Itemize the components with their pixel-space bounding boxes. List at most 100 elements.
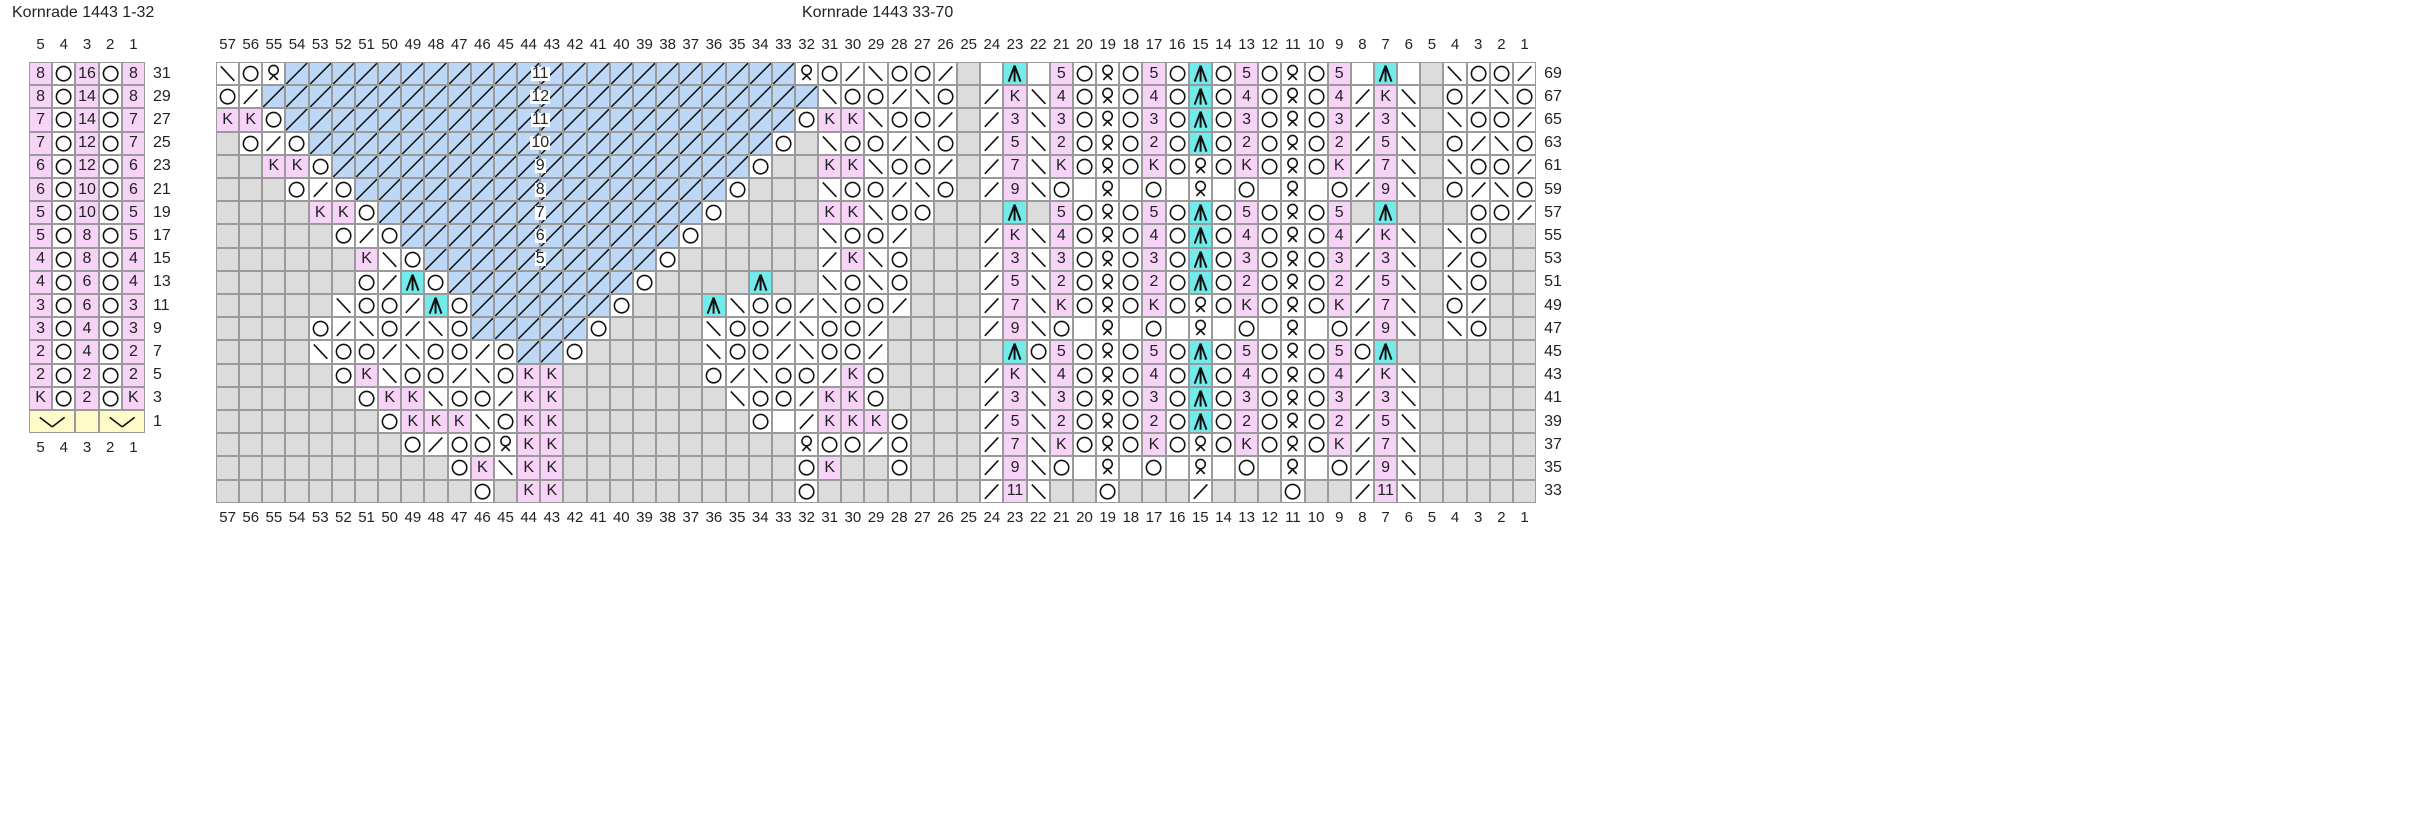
yarn-over-cell <box>725 340 749 364</box>
no-stitch-cell <box>702 479 726 503</box>
yarn-over-cell <box>1258 340 1282 364</box>
right-slant-cell <box>679 178 703 202</box>
right-slant-cell <box>517 294 541 318</box>
right-slant-cell <box>308 85 332 109</box>
no-stitch-cell <box>771 224 795 248</box>
no-stitch-cell <box>771 178 795 202</box>
cell-value: 2 <box>1242 134 1252 152</box>
column-label-top: 24 <box>983 36 1001 53</box>
left-decrease-cell <box>378 363 402 387</box>
twisted-stitch-cell <box>1281 410 1305 434</box>
numbered-stitch-cell: K <box>517 363 541 387</box>
right-slant-cell <box>308 108 332 132</box>
no-stitch-cell <box>563 386 587 410</box>
right-slant-cell <box>493 247 518 271</box>
yarn-over-cell <box>725 178 749 202</box>
yarn-over-cell <box>1211 294 1236 318</box>
column-label-top: 52 <box>335 36 352 53</box>
yarn-over-cell <box>1165 201 1189 225</box>
numbered-stitch-cell: 4 <box>1235 363 1259 387</box>
right-slant-cell <box>563 85 587 109</box>
right-slant-cell <box>609 201 633 225</box>
numbered-stitch-cell: 8 <box>121 85 145 109</box>
left-decrease-cell <box>1397 456 1421 480</box>
right-slant-cell <box>609 131 633 155</box>
cell-value: 2 <box>1334 412 1344 430</box>
left-decrease-cell <box>1489 131 1513 155</box>
cell-value: 5 <box>1334 64 1344 82</box>
cell-value: 12 <box>78 157 96 175</box>
right-slant-cell <box>493 62 518 86</box>
left-decrease-cell <box>1397 131 1421 155</box>
right-slant-cell <box>748 131 772 155</box>
numbered-stitch-cell: K <box>1235 433 1259 457</box>
left-decrease-cell <box>795 340 819 364</box>
cell-value: 5 <box>128 226 138 244</box>
no-stitch-cell <box>285 270 309 294</box>
twisted-stitch-cell <box>795 62 819 86</box>
twisted-stitch-cell <box>1281 178 1305 202</box>
no-stitch-cell <box>609 386 633 410</box>
twisted-stitch-cell <box>1281 363 1305 387</box>
yarn-over-cell <box>1489 201 1513 225</box>
no-stitch-cell <box>285 386 309 410</box>
right-decrease-cell <box>1466 178 1490 202</box>
right-slant-cell <box>285 85 309 109</box>
right-decrease-cell <box>980 363 1004 387</box>
no-stitch-cell <box>910 456 934 480</box>
no-stitch-cell <box>262 479 286 503</box>
cell-value: 6 <box>128 180 138 198</box>
no-stitch-cell <box>957 85 981 109</box>
row-label: 13 <box>153 273 171 291</box>
cell-value: K <box>314 203 326 221</box>
yarn-over-cell <box>1258 108 1282 132</box>
right-slant-cell <box>609 178 633 202</box>
double-decrease-cell <box>1374 201 1398 225</box>
no-stitch-cell <box>262 456 286 480</box>
no-stitch-cell <box>239 456 263 480</box>
yarn-over-cell <box>1304 270 1328 294</box>
right-slant-cell <box>447 85 471 109</box>
numbered-stitch-cell: 5 <box>1003 270 1027 294</box>
twisted-stitch-cell <box>1281 62 1305 86</box>
column-label-top: 49 <box>404 36 422 53</box>
no-stitch-cell <box>957 294 981 318</box>
twisted-stitch-cell <box>1096 154 1120 178</box>
no-stitch-cell <box>239 317 263 341</box>
right-slant-cell <box>679 154 703 178</box>
yarn-over-cell <box>1443 294 1467 318</box>
no-stitch-cell <box>887 317 911 341</box>
no-stitch-cell <box>1443 363 1467 387</box>
knit-cell <box>1119 456 1143 480</box>
numbered-stitch-cell: 6 <box>121 154 145 178</box>
no-stitch-cell <box>308 433 332 457</box>
right-slant-cell <box>609 154 633 178</box>
numbered-stitch-cell: K <box>354 363 379 387</box>
row-label: 45 <box>1544 343 1562 360</box>
left-decrease-cell <box>1489 178 1513 202</box>
yarn-over-cell <box>1304 363 1328 387</box>
left-decrease-cell <box>818 270 842 294</box>
right-slant-cell <box>632 62 657 86</box>
no-stitch-cell <box>1026 201 1050 225</box>
column-label-top: 1 <box>1520 36 1529 53</box>
column-label-bottom: 27 <box>914 508 931 526</box>
cell-value: 12 <box>78 134 96 152</box>
yarn-over-cell <box>841 224 865 248</box>
left-decrease-cell <box>795 317 819 341</box>
right-decrease-cell <box>1350 178 1374 202</box>
cell-value: K <box>824 110 836 128</box>
cell-value: K <box>361 250 372 268</box>
cell-value: 8 <box>82 226 92 244</box>
left-decrease-cell <box>1397 433 1421 457</box>
no-stitch-cell <box>1420 201 1444 225</box>
left-decrease-cell <box>1443 154 1467 178</box>
center-stitch-count: 7 <box>529 201 552 224</box>
cell-value: K <box>1241 157 1252 175</box>
no-stitch-cell <box>702 433 726 457</box>
double-decrease-cell <box>1188 201 1212 225</box>
right-decrease-cell <box>1350 247 1374 271</box>
column-label-top: 30 <box>844 36 862 53</box>
column-label-bottom: 34 <box>751 508 769 526</box>
numbered-stitch-cell: K <box>540 386 564 410</box>
